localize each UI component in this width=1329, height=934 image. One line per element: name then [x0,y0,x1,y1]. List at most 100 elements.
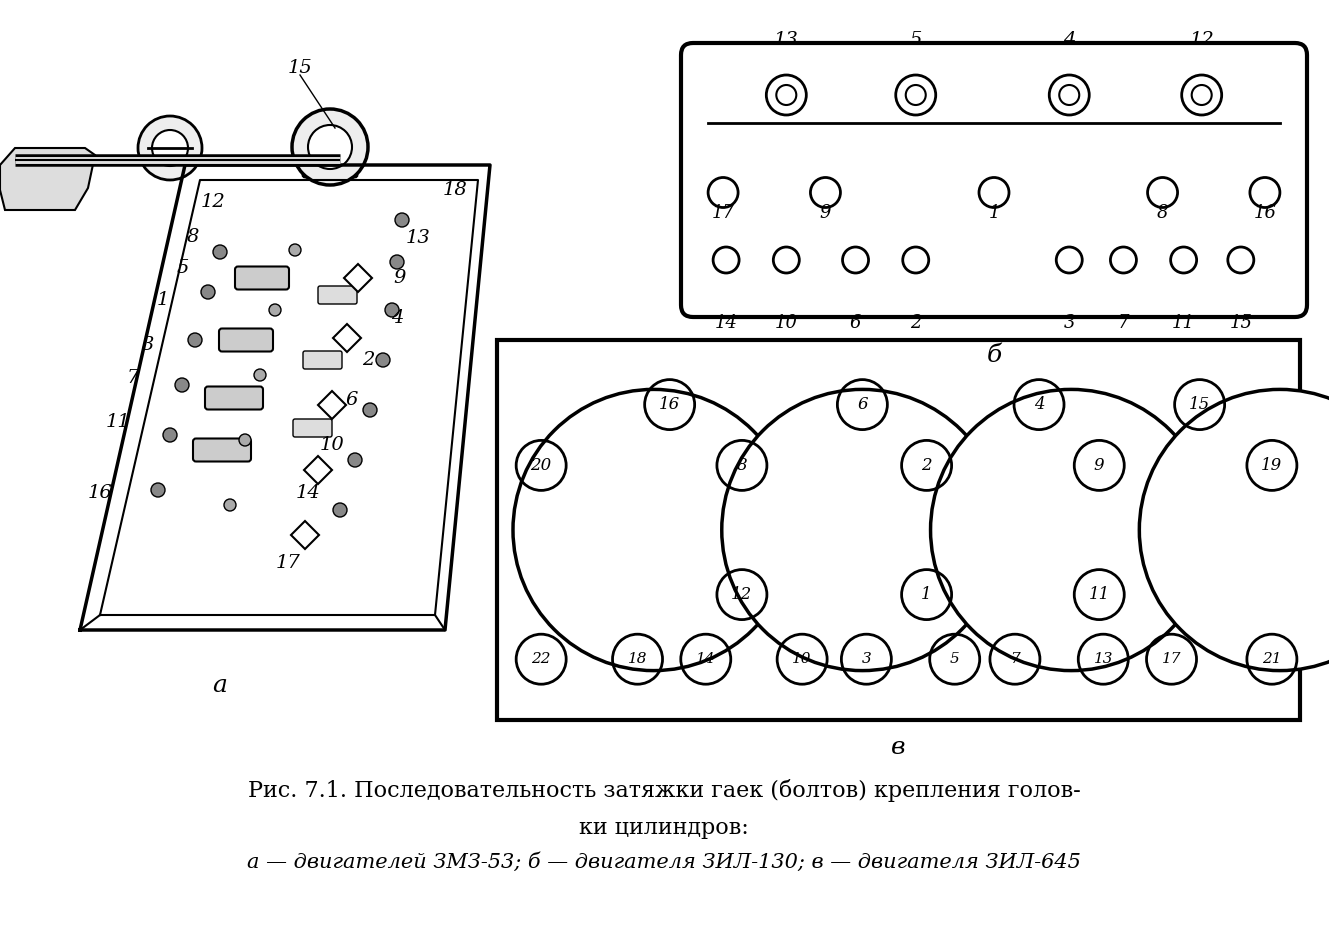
Text: 4: 4 [1034,396,1045,413]
Text: 18: 18 [443,181,468,199]
Polygon shape [344,264,372,292]
Text: 8: 8 [187,228,199,246]
Circle shape [513,389,795,671]
Text: 15: 15 [1229,314,1252,332]
Circle shape [395,213,409,227]
Text: 10: 10 [792,652,812,666]
Text: 5: 5 [909,31,922,49]
Circle shape [292,109,368,185]
Text: 14: 14 [715,314,738,332]
Text: 3: 3 [1063,314,1075,332]
Text: 2: 2 [361,351,375,369]
Text: 4: 4 [1063,31,1075,49]
Text: 3: 3 [142,336,154,354]
Text: 7: 7 [1010,652,1019,666]
Text: б: б [986,344,1002,366]
Polygon shape [318,391,346,419]
Text: 9: 9 [1094,457,1104,474]
Circle shape [385,303,399,317]
Text: 12: 12 [731,587,752,603]
Circle shape [1139,389,1329,671]
Circle shape [225,499,237,511]
Polygon shape [0,148,94,210]
FancyBboxPatch shape [235,266,288,290]
Text: 2: 2 [910,314,921,332]
Text: 20: 20 [530,457,552,474]
Polygon shape [304,456,332,484]
Text: 11: 11 [105,413,130,431]
Text: 9: 9 [393,269,407,287]
Circle shape [152,483,165,497]
Circle shape [308,125,352,169]
Text: 12: 12 [1189,31,1215,49]
Circle shape [930,389,1212,671]
Text: в: в [892,737,906,759]
Text: 4: 4 [391,309,403,327]
Text: 12: 12 [201,193,226,211]
Circle shape [376,353,389,367]
FancyBboxPatch shape [318,286,358,304]
Text: 13: 13 [405,229,431,247]
Polygon shape [291,521,319,549]
Text: Рис. 7.1. Последовательность затяжки гаек (болтов) крепления голов-: Рис. 7.1. Последовательность затяжки гае… [247,779,1080,801]
Text: 19: 19 [1261,457,1282,474]
Circle shape [138,116,202,180]
FancyBboxPatch shape [193,438,251,461]
Text: 11: 11 [1088,587,1110,603]
Text: 10: 10 [775,314,797,332]
Text: 10: 10 [320,436,344,454]
Circle shape [348,453,361,467]
Text: ки цилиндров:: ки цилиндров: [579,817,748,839]
Text: 8: 8 [736,457,747,474]
Text: 1: 1 [157,291,169,309]
Bar [497,340,1300,720]
Text: 3: 3 [861,652,872,666]
Text: 1: 1 [989,204,999,221]
Text: 18: 18 [627,652,647,666]
Circle shape [268,304,280,316]
FancyBboxPatch shape [303,143,358,177]
Circle shape [288,244,300,256]
Circle shape [187,333,202,347]
Circle shape [722,389,1003,671]
Text: 15: 15 [287,59,312,77]
Text: 6: 6 [346,391,359,409]
Text: 7: 7 [1118,314,1130,332]
Text: 8: 8 [1156,204,1168,221]
FancyBboxPatch shape [303,351,342,369]
Text: 9: 9 [820,204,831,221]
Text: 11: 11 [1172,314,1195,332]
Text: 2: 2 [921,457,932,474]
Circle shape [334,503,347,517]
Text: 13: 13 [773,31,799,49]
Text: 6: 6 [849,314,861,332]
Text: 15: 15 [1189,396,1211,413]
Text: 5: 5 [950,652,960,666]
FancyBboxPatch shape [680,43,1306,317]
Text: 22: 22 [532,652,552,666]
Text: а: а [213,673,227,697]
Text: 5: 5 [177,259,189,277]
Text: 16: 16 [659,396,680,413]
Text: 17: 17 [711,204,735,221]
Circle shape [175,378,189,392]
Polygon shape [334,324,361,352]
Circle shape [239,434,251,446]
Text: 7: 7 [126,369,140,387]
Circle shape [254,369,266,381]
Text: 1: 1 [921,587,932,603]
Circle shape [152,130,187,166]
FancyBboxPatch shape [205,387,263,409]
Circle shape [363,403,377,417]
Text: 16: 16 [88,484,113,502]
Circle shape [389,255,404,269]
Text: 6: 6 [857,396,868,413]
Text: 16: 16 [1253,204,1276,221]
Circle shape [201,285,215,299]
Text: 17: 17 [1162,652,1181,666]
Text: 17: 17 [275,554,300,572]
FancyBboxPatch shape [219,329,272,351]
Circle shape [213,245,227,259]
Text: 14: 14 [696,652,715,666]
Text: 14: 14 [295,484,320,502]
